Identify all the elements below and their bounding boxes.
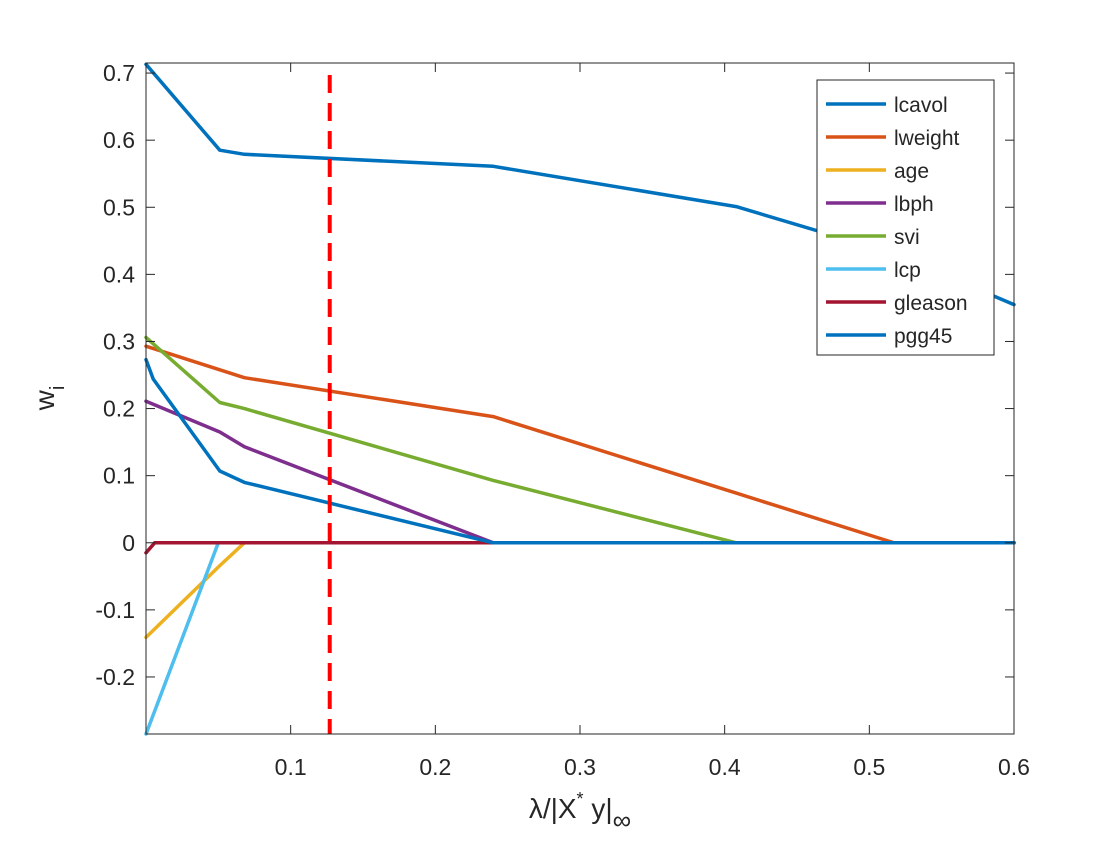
legend-item-age: age: [826, 160, 929, 183]
legend-item-lcp: lcp: [826, 259, 921, 282]
y-axis-label-main: w: [29, 389, 60, 411]
x-tick-label: 0.1: [275, 754, 307, 780]
y-tick-label: -0.1: [95, 597, 135, 623]
y-axis-ticks: 0.7 0.6 0.5 0.4 0.3 0.2 0.1 0 -0.1 -0.2: [95, 60, 1014, 690]
legend-label: lcavol: [894, 94, 948, 117]
y-tick-label: 0.2: [103, 396, 135, 422]
x-tick-label: 0.6: [998, 754, 1030, 780]
legend-label: lcp: [894, 259, 921, 282]
y-tick-label: 0.4: [103, 261, 135, 287]
y-tick-label: 0.6: [103, 127, 135, 153]
x-axis-label: λ/|X* y|∞: [529, 789, 631, 835]
legend-item-lbph: lbph: [826, 193, 934, 216]
x-axis-label-superscript: *: [577, 789, 584, 809]
legend: lcavol lweight age lbph svi lcp gleason pgg45: [816, 79, 995, 356]
legend-label: gleason: [894, 292, 968, 315]
x-tick-label: 0.5: [853, 754, 885, 780]
y-tick-label: 0.7: [103, 60, 135, 86]
legend-item-lcavol: lcavol: [826, 94, 948, 117]
legend-label: svi: [894, 226, 920, 249]
x-axis-label-subscript: ∞: [613, 805, 632, 835]
legend-label: lweight: [894, 127, 960, 150]
legend-box: [816, 79, 995, 356]
y-axis-label-subscript: i: [47, 386, 69, 390]
y-tick-label: 0.3: [103, 328, 135, 354]
legend-label: pgg45: [894, 325, 952, 348]
x-tick-label: 0.4: [709, 754, 741, 780]
legend-item-svi: svi: [826, 226, 920, 249]
y-tick-label: -0.2: [95, 664, 135, 690]
series-layer: [144, 62, 1016, 736]
y-tick-label: 0.1: [103, 463, 135, 489]
legend-label: age: [894, 160, 929, 183]
y-tick-label: 0: [122, 530, 135, 556]
series-line-pgg45: [144, 357, 1016, 545]
x-axis-label-main: λ/|X: [529, 793, 577, 824]
x-tick-label: 0.3: [564, 754, 596, 780]
legend-item-lweight: lweight: [826, 127, 960, 150]
legend-label: lbph: [894, 193, 934, 216]
legend-item-pgg45: pgg45: [826, 325, 952, 348]
x-axis-label-mid: y|: [584, 793, 613, 824]
legend-item-gleason: gleason: [826, 292, 968, 315]
x-tick-label: 0.2: [419, 754, 451, 780]
y-tick-label: 0.5: [103, 194, 135, 220]
y-axis-label: wi: [29, 386, 69, 412]
x-axis-ticks: 0.1 0.2 0.3 0.4 0.5 0.6: [275, 63, 1030, 780]
legend-items: lcavol lweight age lbph svi lcp gleason pgg45: [826, 94, 968, 348]
